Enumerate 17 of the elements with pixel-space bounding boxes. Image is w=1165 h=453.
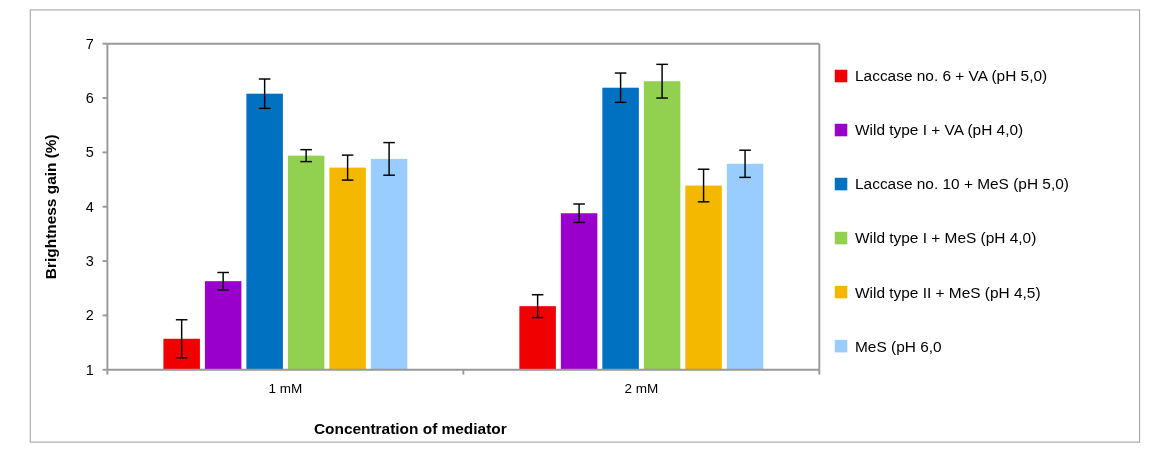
legend-label: Wild type II + MeS (pH 4,5) — [855, 283, 1041, 301]
y-tick-label: 4 — [85, 198, 94, 215]
x-tick-label: 1 mM — [268, 380, 303, 396]
legend-label: Wild type I + MeS (pH 4,0) — [855, 229, 1037, 247]
y-axis-title: Brightness gain (%) — [42, 134, 60, 280]
y-tick-label: 7 — [85, 35, 94, 52]
legend-label: Laccase no. 10 + MeS (pH 5,0) — [855, 175, 1069, 193]
x-axis-title: Concentration of mediator — [313, 420, 507, 438]
y-tick-label: 3 — [85, 253, 94, 270]
legend-label: Laccase no. 6 + VA (pH 5,0) — [855, 67, 1048, 85]
x-tick-label: 2 mM — [624, 380, 659, 396]
legend-label: Wild type I + VA (pH 4,0) — [855, 121, 1024, 139]
y-tick-label: 2 — [85, 307, 94, 324]
y-tick-label: 1 — [85, 361, 94, 378]
y-tick-label: 6 — [85, 90, 94, 107]
y-tick-label: 5 — [85, 144, 94, 161]
legend-label: MeS (pH 6,0 — [855, 337, 942, 355]
